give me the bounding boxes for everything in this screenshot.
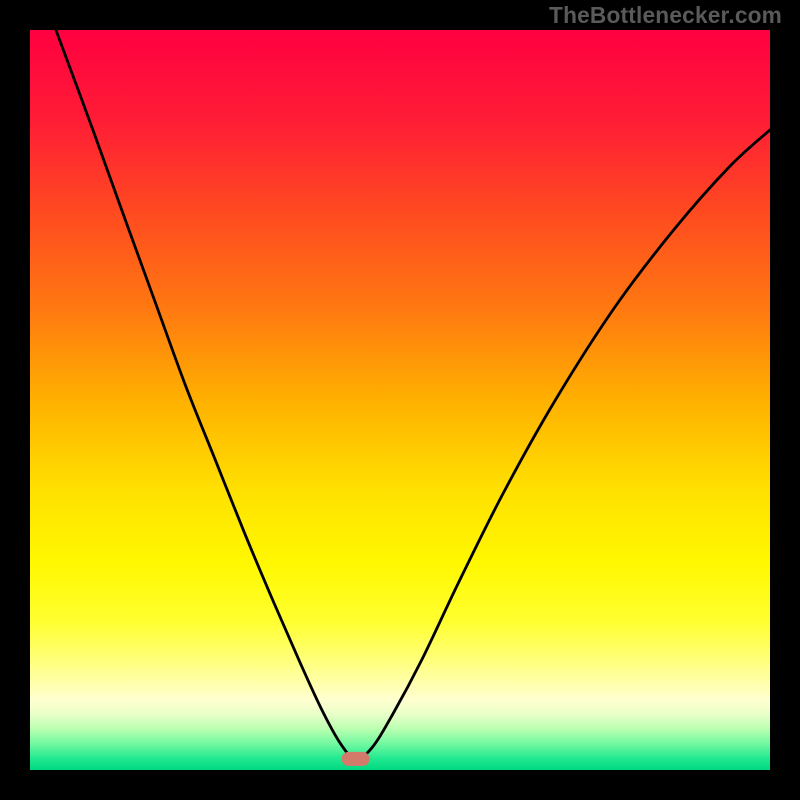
bottleneck-chart-svg	[0, 0, 800, 800]
chart-stage: TheBottlenecker.com	[0, 0, 800, 800]
optimal-point-marker	[342, 752, 370, 766]
plot-gradient-area	[30, 30, 770, 770]
watermark-text: TheBottlenecker.com	[549, 2, 782, 29]
